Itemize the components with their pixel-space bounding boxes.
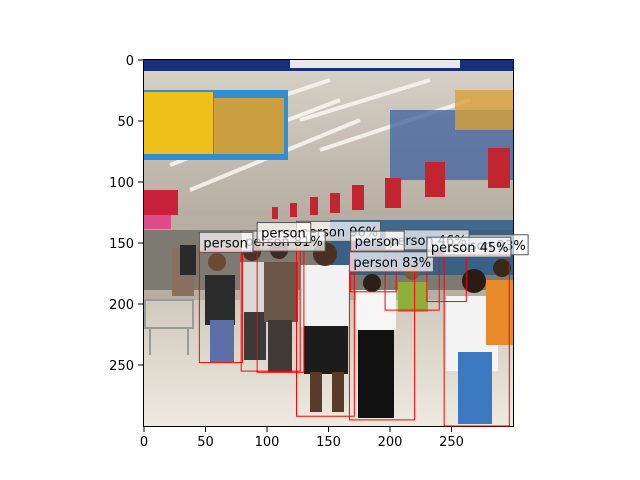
detection-label: person 45% [431,241,509,256]
detection-label: person 83% [353,256,431,271]
x-tick-label: 150 [316,435,341,450]
y-tick-label: 250 [109,359,134,374]
y-tick-label: 100 [109,176,134,191]
detection-label: person [261,227,306,242]
x-tick-label: 100 [255,435,280,450]
y-tick-label: 0 [126,54,134,69]
supermarket-photo [143,59,514,427]
y-tick-label: 150 [109,237,134,252]
x-tick-label: 200 [378,435,403,450]
x-axis-ticks: 0 50 100 150 200 250 [140,427,464,450]
detection-label-bg [256,222,312,244]
detection-labels: person 96%person 93%person 83%person 81%… [198,220,529,273]
detection-label-bg [350,230,405,252]
detection-label-bg [348,251,434,273]
y-tick-label: 50 [117,115,134,130]
x-tick-label: 250 [439,435,464,450]
x-tick-label: 0 [140,435,148,450]
detection-label-bg [426,236,512,258]
detection-label: person [203,236,248,251]
y-tick-label: 200 [109,298,134,313]
x-tick-label: 50 [197,435,214,450]
detection-label: person [355,235,400,250]
detection-label-bg [198,231,254,253]
y-axis-ticks: 0 50 100 150 200 250 [109,54,143,374]
